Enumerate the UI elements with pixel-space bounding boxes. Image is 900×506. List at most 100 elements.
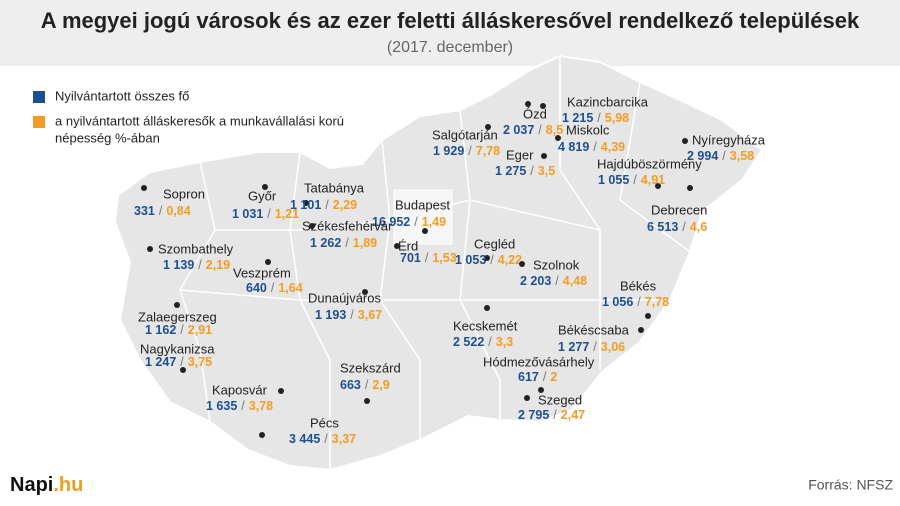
job-seekers-count: 2 203	[520, 274, 551, 288]
separator: /	[682, 220, 686, 234]
city-figures: 1 101 / 2,29	[290, 198, 357, 212]
city-figures: 1 056 / 7,78	[602, 295, 669, 309]
separator: /	[325, 198, 329, 212]
legend-label: népesség %-ában	[55, 130, 160, 145]
job-seekers-share: 4,22	[498, 253, 522, 267]
separator: /	[490, 253, 494, 267]
job-seekers-count: 640	[246, 281, 267, 295]
separator: /	[553, 408, 557, 422]
separator: /	[425, 251, 429, 265]
city-figures: 2 037 / 8,5	[503, 123, 563, 137]
job-seekers-share: 3,67	[358, 308, 382, 322]
separator: /	[267, 207, 271, 221]
separator: /	[180, 323, 184, 337]
legend-swatch	[33, 116, 45, 128]
city-figures: 640 /1,64	[246, 281, 303, 295]
city-figures: 1 262 / 1,89	[310, 236, 377, 250]
city-name: Kecskemét	[453, 318, 518, 333]
job-seekers-share: 2,9	[372, 378, 389, 392]
job-seekers-share: 2,47	[561, 408, 585, 422]
job-seekers-share: 3,06	[601, 340, 625, 354]
city-dot	[265, 259, 271, 265]
city-name: Szolnok	[533, 257, 580, 272]
city-figures: 1 277 / 3,06	[558, 340, 625, 354]
city-dot	[687, 185, 693, 191]
city-name: Salgótarján	[432, 127, 498, 142]
city-dot	[147, 246, 153, 252]
job-seekers-count: 663	[340, 378, 361, 392]
separator: /	[597, 111, 601, 125]
city-dot	[555, 135, 561, 141]
city-dot	[278, 388, 284, 394]
city-dot	[259, 432, 265, 438]
city-dot	[519, 261, 525, 267]
city-name: Hódmezővásárhely	[483, 354, 595, 369]
job-seekers-share: 8,5	[546, 123, 563, 137]
job-seekers-count: 1 031	[232, 207, 263, 221]
job-seekers-count: 1 247	[145, 355, 176, 369]
city-figures: 1 139 / 2,19	[163, 258, 230, 272]
job-seekers-share: 3,5	[538, 164, 555, 178]
job-seekers-count: 701	[400, 251, 421, 265]
job-seekers-count: 1 275	[495, 164, 526, 178]
separator: /	[488, 335, 492, 349]
city-figures: 2 522 / 3,3	[453, 335, 513, 349]
separator: /	[350, 308, 354, 322]
city-dot	[362, 289, 368, 295]
job-seekers-share: 2,19	[206, 258, 230, 272]
separator: /	[468, 144, 472, 158]
job-seekers-count: 6 513	[647, 220, 678, 234]
job-seekers-share: 4,48	[563, 274, 587, 288]
legend-swatch	[33, 91, 45, 103]
job-seekers-count: 4 819	[558, 140, 589, 154]
job-seekers-share: 5,98	[605, 111, 629, 125]
city-dot	[485, 124, 491, 130]
job-seekers-count: 1 101	[290, 198, 321, 212]
city-name: Veszprém	[233, 265, 291, 280]
separator: /	[198, 258, 202, 272]
city-figures: 3 445 / 3,37	[289, 432, 356, 446]
city-figures: 1 053 / 4,22	[455, 253, 522, 267]
header-band	[0, 0, 900, 66]
subtitle: (2017. december)	[387, 39, 513, 56]
job-seekers-share: 1,89	[353, 236, 377, 250]
city-dot	[538, 387, 544, 393]
city-figures: 1 193 / 3,67	[315, 308, 382, 322]
city-dot	[484, 255, 490, 261]
source: Forrás: NFSZ	[808, 477, 893, 493]
city-dot	[682, 138, 688, 144]
city-dot	[524, 395, 530, 401]
city-figures: 331 /0,84	[134, 204, 191, 218]
job-seekers-count: 1 215	[562, 111, 593, 125]
job-seekers-count: 2 522	[453, 335, 484, 349]
city-dot	[422, 228, 428, 234]
city-figures: 4 819 / 4,39	[558, 140, 625, 154]
job-seekers-share: 3,75	[188, 355, 212, 369]
city-figures: 1 929 / 7,78	[433, 144, 500, 158]
city-name: Eger	[506, 147, 534, 162]
city-name: Szekszárd	[340, 360, 401, 375]
separator: /	[637, 295, 641, 309]
city-figures: 1 275 / 3,5	[495, 164, 555, 178]
city-dot	[484, 305, 490, 311]
job-seekers-share: 7,78	[645, 295, 669, 309]
city-dot	[645, 313, 651, 319]
city-name: Budapest	[395, 197, 450, 212]
job-seekers-share: 3,58	[730, 149, 754, 163]
job-seekers-count: 1 056	[602, 295, 633, 309]
job-seekers-count: 331	[134, 204, 155, 218]
job-seekers-count: 1 139	[163, 258, 194, 272]
job-seekers-share: 2,29	[333, 198, 357, 212]
separator: /	[180, 355, 184, 369]
city-dot	[309, 223, 315, 229]
city-name: Nyíregyháza	[692, 132, 766, 147]
separator: /	[593, 140, 597, 154]
city-dot	[394, 243, 400, 249]
city-dot	[174, 302, 180, 308]
city-figures: 701 /1,53	[400, 251, 457, 265]
city-figures: 1 162 / 2,91	[145, 323, 212, 337]
separator: /	[365, 378, 369, 392]
city-name: Kaposvár	[212, 382, 268, 397]
city-figures: 1 635 / 3,78	[206, 399, 273, 413]
brand-suffix: .hu	[53, 474, 83, 496]
